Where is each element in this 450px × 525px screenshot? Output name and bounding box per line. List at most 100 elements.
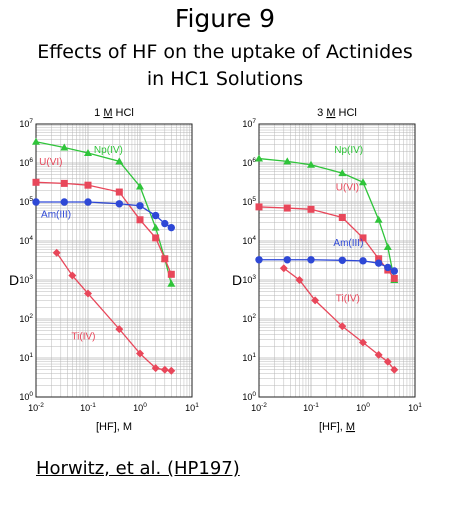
x-tick-label: 10-1 — [80, 402, 96, 413]
data-point — [283, 157, 292, 165]
data-point — [84, 198, 92, 206]
data-point — [115, 157, 124, 165]
series-line — [35, 141, 172, 284]
data-point — [283, 204, 291, 212]
data-point — [161, 255, 169, 263]
series-amiii: Am(III) — [255, 238, 399, 275]
plot-area: 10-2 10-1 100 101 100 101 102 103 104 105 106 107 1 … — [9, 107, 199, 433]
data-point — [359, 338, 367, 347]
data-point — [52, 248, 61, 257]
figure-title: Figure 9 — [174, 4, 276, 33]
chart-title: 1 M HCl — [94, 107, 134, 119]
data-point — [115, 325, 124, 334]
data-point — [384, 263, 392, 272]
series-label: Ti(IV) — [71, 331, 95, 342]
data-point — [84, 181, 92, 189]
data-point — [167, 279, 176, 287]
data-point — [338, 214, 346, 222]
chart-title: 3 M HCl — [317, 107, 357, 119]
data-point — [151, 364, 160, 373]
y-tick-label: 105 — [242, 196, 256, 207]
series-npiv: Np(IV) — [32, 137, 176, 287]
y-tick-label: 102 — [242, 313, 256, 324]
series-tiiv: Ti(IV) — [52, 248, 176, 375]
plot-area: 10-2 10-1 100 101 100 101 102 103 104 105 106 107 3 … — [232, 107, 422, 433]
data-point — [151, 223, 160, 231]
data-point — [167, 270, 175, 278]
data-point — [136, 182, 144, 190]
x-tick-label: 10-1 — [303, 402, 319, 413]
citation-link[interactable]: Horwitz, et al. (HP197) — [36, 458, 240, 479]
data-point — [136, 216, 144, 224]
data-point — [338, 169, 347, 177]
y-tick-label: 105 — [19, 196, 33, 207]
y-tick-label: 106 — [19, 157, 33, 168]
y-tick-label: 100 — [242, 391, 256, 402]
y-tick-label: 103 — [19, 274, 33, 285]
data-point — [136, 349, 144, 358]
y-tick-label: 107 — [242, 118, 256, 129]
data-point — [383, 357, 392, 366]
y-tick-label: 101 — [242, 352, 256, 363]
data-point — [338, 322, 347, 331]
data-point — [167, 223, 176, 232]
data-point — [374, 350, 383, 359]
data-point — [390, 267, 399, 275]
grid-lines — [35, 124, 192, 398]
data-point — [115, 188, 123, 196]
data-point — [390, 274, 398, 282]
y-tick-label: 103 — [242, 274, 256, 285]
series-amiii: Am(III) — [32, 198, 176, 232]
data-point — [167, 366, 176, 375]
data-point — [374, 259, 383, 267]
x-tick-label: 10-2 — [251, 402, 267, 413]
data-point — [115, 200, 124, 208]
data-point — [338, 256, 347, 264]
x-tick-label: 100 — [356, 402, 370, 413]
series-line — [258, 157, 395, 281]
data-point — [151, 211, 160, 220]
x-tick-label: 101 — [408, 402, 422, 413]
y-tick-label: 100 — [19, 391, 33, 402]
series-tiiv: Ti(IV) — [279, 264, 399, 374]
data-point — [255, 154, 263, 162]
data-point — [283, 256, 291, 264]
series-label: Np(IV) — [334, 145, 363, 156]
data-point — [160, 365, 169, 374]
y-tick-label: 104 — [19, 235, 33, 246]
y-tick-label: 106 — [242, 157, 256, 168]
series-label: Am(III) — [333, 238, 363, 249]
data-point — [390, 365, 399, 374]
series-label: Np(IV) — [94, 145, 123, 156]
data-point — [152, 234, 160, 242]
data-point — [32, 178, 40, 186]
data-point — [375, 255, 383, 263]
data-point — [307, 205, 315, 213]
data-point — [255, 203, 263, 211]
data-point — [84, 289, 92, 298]
series-label: Am(III) — [41, 210, 71, 221]
data-point — [307, 256, 315, 264]
data-point — [161, 219, 169, 228]
y-tick-label: 107 — [19, 118, 33, 129]
figure-subtitle-line2: in HC1 Solutions — [146, 68, 304, 90]
data-point — [32, 198, 40, 206]
data-point — [374, 215, 383, 223]
data-point — [60, 198, 68, 206]
plot-frame — [35, 123, 193, 398]
data-point — [68, 271, 77, 280]
data-point — [136, 202, 144, 210]
data-point — [255, 256, 263, 264]
x-tick-label: 10-2 — [28, 402, 44, 413]
data-point — [60, 179, 68, 187]
y-tick-label: 101 — [19, 352, 33, 363]
x-axis-label: [HF], M — [96, 421, 132, 433]
data-point — [359, 234, 367, 242]
data-point — [295, 276, 304, 284]
x-axis-label: [HF], M — [319, 421, 355, 433]
series-label: U(VI) — [39, 157, 62, 168]
data-point — [279, 264, 288, 273]
data-point — [359, 178, 367, 186]
